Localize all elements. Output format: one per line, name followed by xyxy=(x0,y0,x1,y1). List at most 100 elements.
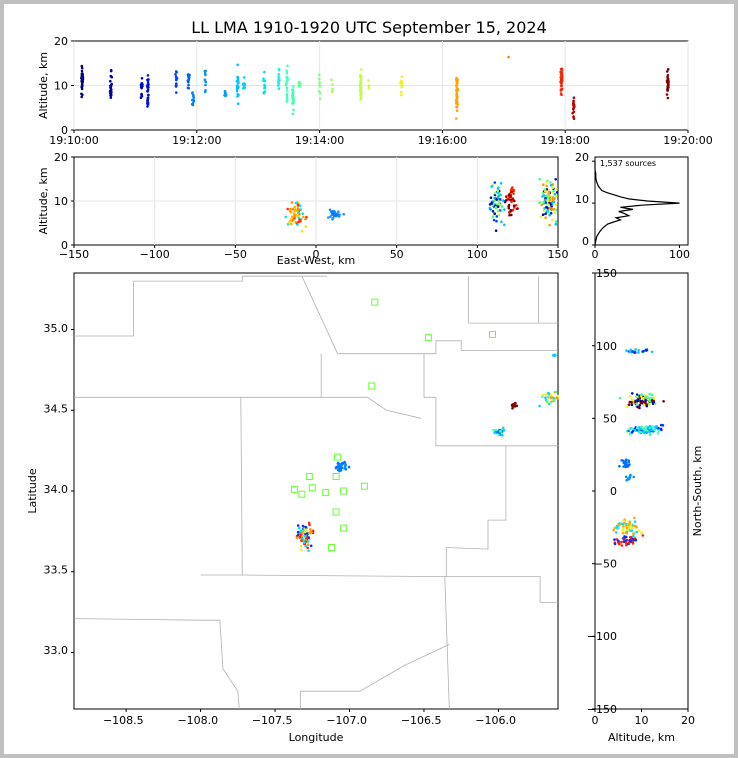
source-point xyxy=(622,538,625,541)
source-point xyxy=(629,348,632,352)
source-point xyxy=(285,76,289,80)
source-point xyxy=(628,520,632,523)
source-point xyxy=(560,83,563,87)
source-point xyxy=(140,84,143,87)
source-point xyxy=(541,213,545,216)
source-point xyxy=(146,105,149,108)
source-point xyxy=(146,83,149,87)
source-point xyxy=(497,213,501,217)
source-point xyxy=(109,89,113,92)
source-point xyxy=(620,522,624,525)
source-point xyxy=(628,350,632,354)
source-point xyxy=(644,428,648,431)
source-point xyxy=(493,212,497,215)
source-point xyxy=(512,204,516,207)
source-point xyxy=(644,348,648,352)
source-point xyxy=(337,210,340,213)
source-point xyxy=(503,208,506,211)
source-point xyxy=(635,395,638,398)
tick-label: 35.0 xyxy=(44,322,69,335)
source-point xyxy=(635,402,639,405)
source-point xyxy=(572,117,576,121)
source-point xyxy=(642,403,646,407)
station-marker xyxy=(332,508,340,516)
source-point xyxy=(625,543,628,547)
source-point xyxy=(544,201,547,204)
source-point xyxy=(306,546,310,550)
source-point xyxy=(236,63,239,67)
source-point xyxy=(291,207,295,211)
source-point xyxy=(187,76,191,79)
source-point xyxy=(549,393,553,397)
source-point xyxy=(203,78,207,81)
source-point xyxy=(657,429,660,433)
source-point xyxy=(666,68,670,71)
source-point xyxy=(622,519,625,523)
station-marker xyxy=(424,334,432,342)
tick-label: 50 xyxy=(390,248,404,261)
source-point xyxy=(359,83,363,87)
source-point xyxy=(631,430,635,433)
county-line xyxy=(446,445,507,550)
source-point xyxy=(572,110,576,114)
source-point xyxy=(666,80,670,84)
source-point xyxy=(621,527,625,531)
ew-height-y-ticks: 0 10 20 xyxy=(54,151,68,252)
tick-label: −108.5 xyxy=(103,714,144,727)
source-point xyxy=(140,94,144,98)
source-point xyxy=(328,208,332,212)
source-point xyxy=(359,81,363,85)
source-point xyxy=(637,349,640,352)
source-point xyxy=(456,100,459,104)
source-point xyxy=(628,428,631,431)
source-point xyxy=(545,205,548,209)
source-point xyxy=(509,209,513,212)
ew-height-x-label: East-West, km xyxy=(277,254,355,267)
source-point xyxy=(627,541,631,544)
source-point xyxy=(241,83,245,87)
source-point xyxy=(628,432,632,436)
source-point xyxy=(329,215,332,218)
source-point xyxy=(554,203,557,207)
source-point xyxy=(301,530,304,534)
source-point xyxy=(555,187,558,191)
tick-label: 10 xyxy=(54,80,68,93)
source-point xyxy=(635,525,638,528)
county-line xyxy=(299,644,450,709)
source-point xyxy=(572,104,576,107)
source-point xyxy=(277,82,281,85)
source-point xyxy=(309,530,313,533)
source-point xyxy=(541,393,545,397)
source-point xyxy=(298,218,301,221)
source-point xyxy=(624,458,628,462)
source-point xyxy=(572,96,576,99)
source-point xyxy=(109,96,113,99)
source-point xyxy=(400,75,404,79)
source-point xyxy=(662,400,665,403)
source-point xyxy=(338,465,341,469)
source-point xyxy=(286,207,290,211)
source-point xyxy=(455,92,459,95)
source-point xyxy=(547,190,551,194)
source-point xyxy=(637,529,641,532)
tick-label: 50 xyxy=(603,413,617,426)
source-point xyxy=(648,430,651,434)
county-line xyxy=(73,618,240,710)
county-line xyxy=(423,353,558,447)
station-marker xyxy=(290,485,298,493)
source-point xyxy=(146,101,150,105)
tick-label: 19:16:00 xyxy=(418,134,467,147)
source-point xyxy=(650,350,654,354)
source-point xyxy=(628,475,632,479)
source-point xyxy=(337,215,341,218)
station-marker xyxy=(322,489,330,497)
source-point xyxy=(306,543,310,547)
source-point xyxy=(327,216,330,219)
source-point xyxy=(400,84,404,87)
source-point xyxy=(146,79,150,83)
source-point xyxy=(640,425,643,429)
source-point xyxy=(292,108,295,112)
source-point xyxy=(502,429,506,432)
source-point xyxy=(647,426,650,429)
source-point xyxy=(628,477,631,481)
